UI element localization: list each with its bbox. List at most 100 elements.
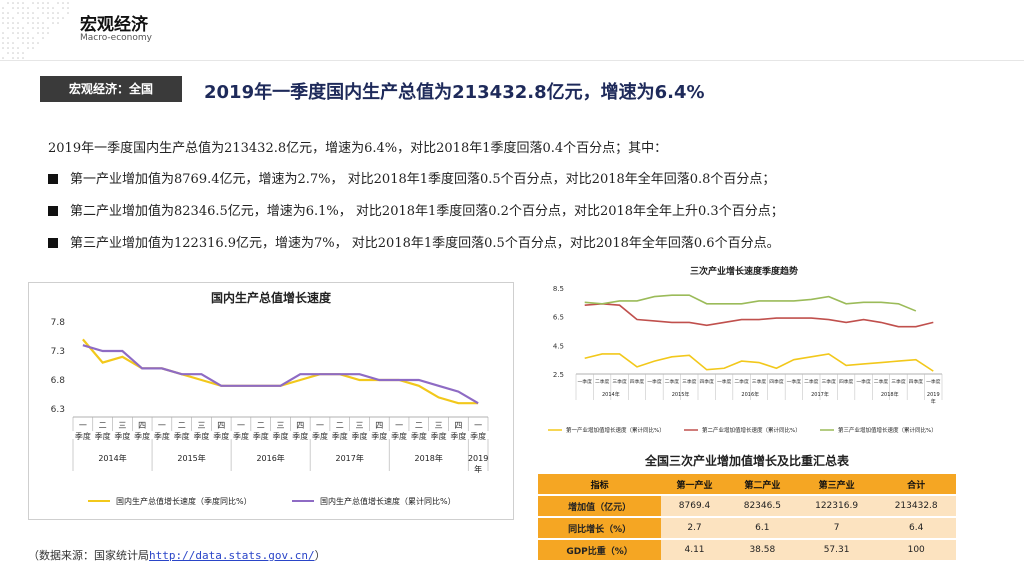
x-tick-label-top: 一 bbox=[474, 421, 482, 430]
x-tick-label-bottom: 季度 bbox=[371, 431, 387, 441]
year-label: 2018年 bbox=[415, 453, 443, 463]
chart-title: 三次产业增长速度季度趋势 bbox=[690, 265, 798, 277]
x-tick-label-top: 一 bbox=[395, 421, 403, 430]
decor-dot bbox=[67, 7, 69, 9]
decor-dot bbox=[2, 17, 4, 19]
decor-dot bbox=[47, 27, 49, 29]
decorative-dot-pattern bbox=[2, 2, 69, 59]
decor-dot bbox=[7, 22, 9, 24]
decor-dot bbox=[2, 57, 4, 59]
section-tag: 宏观经济：全国 bbox=[40, 76, 182, 102]
decor-dot bbox=[27, 12, 29, 14]
decor-dot bbox=[52, 22, 54, 24]
decor-dot bbox=[17, 27, 19, 29]
year-label: 2015年 bbox=[672, 391, 690, 398]
decor-dot bbox=[52, 7, 54, 9]
decor-dot bbox=[67, 2, 69, 4]
bullet-text: 第一产业增加值为8769.4亿元，增速为2.7%， 对比2018年1季度回落0.… bbox=[70, 172, 776, 187]
x-tick-label-bottom: 季度 bbox=[292, 431, 308, 441]
x-tick-label-bottom: 季度 bbox=[174, 431, 190, 441]
decor-dot bbox=[2, 47, 4, 49]
x-tick-label: 二季度 bbox=[595, 378, 610, 385]
y-tick-label: 7.3 bbox=[51, 347, 65, 357]
decor-dot bbox=[2, 7, 4, 9]
x-tick-label: 一季度 bbox=[717, 378, 732, 385]
series-line-secondary bbox=[584, 302, 934, 328]
decor-dot bbox=[47, 7, 49, 9]
table-row: 同比增长（%） 2.7 6.1 7 6.4 bbox=[538, 517, 956, 540]
table-header-cell: 第二产业 bbox=[727, 474, 797, 496]
table-header-cell: 第三产业 bbox=[796, 474, 877, 496]
decor-dot bbox=[37, 17, 39, 19]
x-tick-label: 三季度 bbox=[682, 378, 697, 385]
year-label: 2016年 bbox=[256, 453, 284, 463]
source-prefix: （数据来源：国家统计局 bbox=[28, 549, 149, 562]
decor-dot bbox=[12, 57, 14, 59]
decor-dot bbox=[47, 2, 49, 4]
legend-label-primary: 第一产业增加值增长速度（累计同比%） bbox=[566, 426, 665, 434]
decor-dot bbox=[32, 12, 34, 14]
series-line-tertiary bbox=[584, 294, 917, 312]
header-divider bbox=[0, 60, 1024, 61]
x-tick-label-top: 二 bbox=[415, 421, 423, 430]
decor-dot bbox=[22, 27, 24, 29]
chart-frame bbox=[28, 282, 514, 520]
x-tick-label-top: 四 bbox=[138, 421, 146, 430]
x-tick-label: 一季度 bbox=[926, 378, 941, 385]
decor-dot bbox=[52, 17, 54, 19]
decor-dot bbox=[42, 27, 44, 29]
decor-dot bbox=[7, 42, 9, 44]
x-tick-label-bottom: 季度 bbox=[352, 431, 368, 441]
decor-dot bbox=[57, 22, 59, 24]
decor-dot bbox=[7, 2, 9, 4]
year-label: 2018年 bbox=[881, 391, 899, 398]
decor-dot bbox=[32, 47, 34, 49]
decor-dot bbox=[12, 32, 14, 34]
table-cell: 57.31 bbox=[796, 539, 877, 562]
bullet-text: 第三产业增加值为122316.9亿元，增速为7%， 对比2018年1季度回落0.… bbox=[70, 236, 780, 251]
x-tick-label: 二季度 bbox=[804, 378, 819, 385]
decor-dot bbox=[22, 32, 24, 34]
decor-dot bbox=[7, 27, 9, 29]
decor-dot bbox=[37, 42, 39, 44]
x-tick-label-top: 一 bbox=[158, 421, 166, 430]
source-link[interactable]: http://data.stats.gov.cn/ bbox=[149, 549, 315, 562]
headline: 2019年一季度国内生产总值为213432.8亿元，增速为6.4% bbox=[204, 82, 705, 103]
decor-dot bbox=[17, 52, 19, 54]
x-tick-label: 四季度 bbox=[630, 378, 645, 385]
decor-dot bbox=[2, 42, 4, 44]
year-label: 2019 年 bbox=[468, 454, 488, 474]
x-tick-label-bottom: 季度 bbox=[470, 431, 486, 441]
year-label: 2016年 bbox=[741, 391, 759, 398]
x-tick-label-top: 三 bbox=[277, 421, 285, 430]
decor-dot bbox=[47, 32, 49, 34]
table-row-header: 增加值（亿元） bbox=[538, 495, 662, 518]
bullet-text: 第二产业增加值为82346.5亿元，增速为6.1%， 对比2018年1季度回落0… bbox=[70, 204, 784, 219]
decor-dot bbox=[32, 2, 34, 4]
table-title: 全国三次产业增加值增长及比重汇总表 bbox=[644, 454, 849, 468]
decor-dot bbox=[42, 37, 44, 39]
bullet-item-primary: 第一产业增加值为8769.4亿元，增速为2.7%， 对比2018年1季度回落0.… bbox=[48, 168, 775, 187]
decor-dot bbox=[27, 42, 29, 44]
x-tick-label: 四季度 bbox=[700, 378, 715, 385]
decor-dot bbox=[22, 57, 24, 59]
decor-dot bbox=[17, 57, 19, 59]
decor-dot bbox=[12, 42, 14, 44]
x-tick-label-bottom: 季度 bbox=[312, 431, 328, 441]
decor-dot bbox=[17, 22, 19, 24]
x-tick-label-bottom: 季度 bbox=[233, 431, 249, 441]
x-tick-label: 一季度 bbox=[647, 378, 662, 385]
intro-paragraph: 2019年一季度国内生产总值为213432.8亿元，增速为6.4%，对比2018… bbox=[48, 141, 668, 156]
bullet-item-tertiary: 第三产业增加值为122316.9亿元，增速为7%， 对比2018年1季度回落0.… bbox=[48, 232, 780, 251]
bullet-square-icon bbox=[48, 174, 58, 184]
table-header-row: 指标 第一产业 第二产业 第三产业 合计 bbox=[538, 474, 956, 496]
decor-dot bbox=[12, 27, 14, 29]
decor-dot bbox=[7, 17, 9, 19]
decor-dot bbox=[12, 22, 14, 24]
decor-dot bbox=[32, 27, 34, 29]
y-tick-label: 8.5 bbox=[553, 285, 564, 293]
table-cell: 4.11 bbox=[661, 539, 728, 562]
decor-dot bbox=[22, 42, 24, 44]
decor-dot bbox=[7, 52, 9, 54]
table-cell: 2.7 bbox=[661, 517, 728, 540]
